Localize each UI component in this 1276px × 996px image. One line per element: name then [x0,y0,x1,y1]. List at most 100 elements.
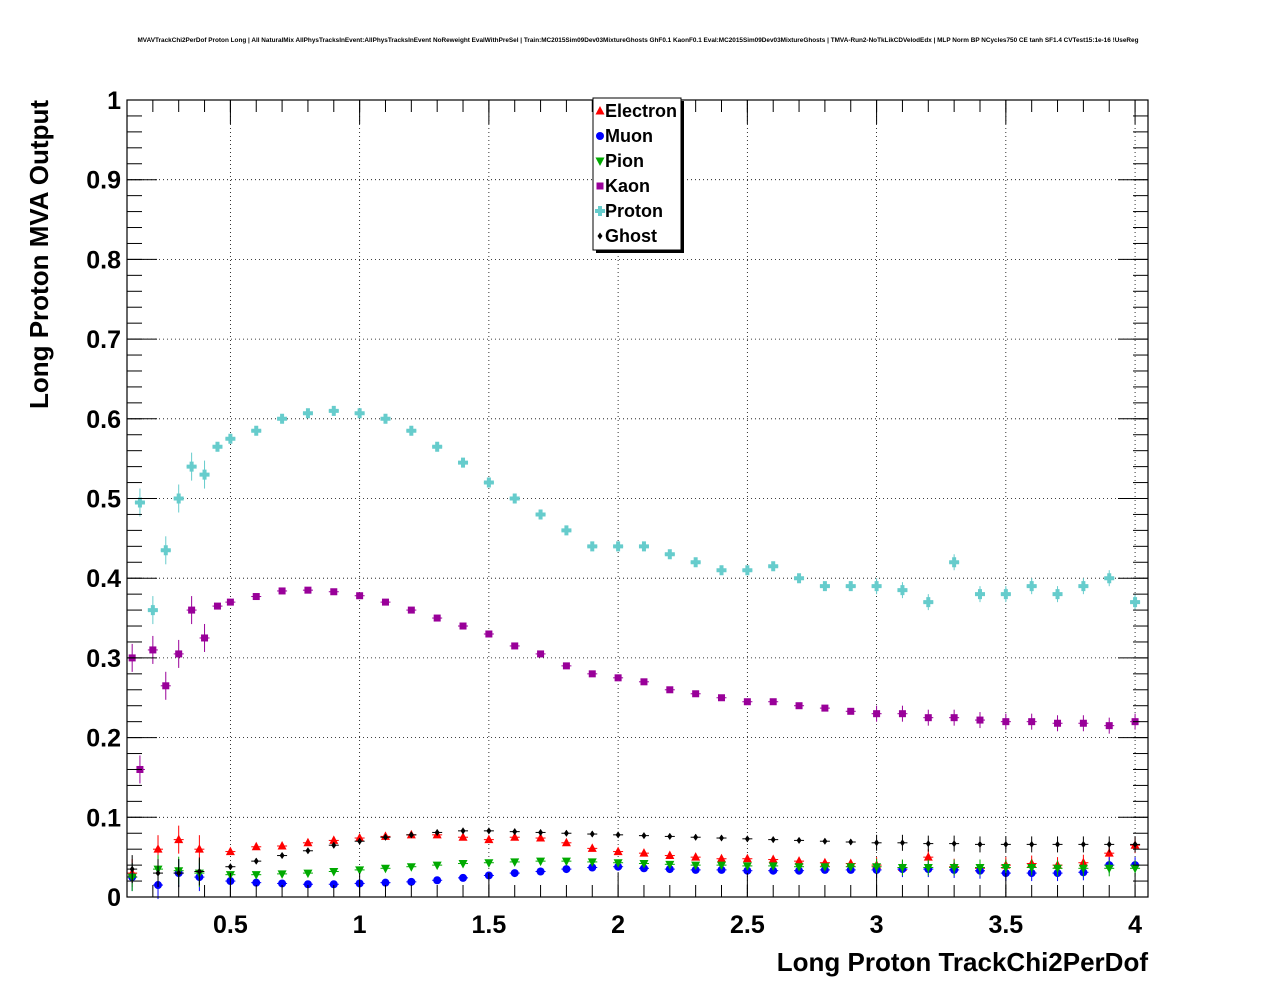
data-point [639,860,649,869]
data-point [1053,864,1063,874]
data-point [665,850,675,860]
data-point [641,832,647,840]
data-point [770,836,776,844]
data-point [175,650,183,658]
data-point [535,509,546,520]
data-point [691,861,701,871]
data-point [974,589,985,600]
series-electron [127,825,1141,888]
data-point [484,834,494,844]
data-point [587,858,597,867]
data-point [976,716,984,724]
data-point [742,565,753,576]
data-point [923,852,933,861]
data-point [1079,719,1087,727]
data-point [588,863,597,872]
legend-label: Kaon [605,176,650,196]
data-point [173,493,184,504]
legend-item-pion: Pion [595,151,644,171]
data-point [717,861,727,871]
data-point [925,840,931,848]
data-point [561,857,571,867]
data-point [253,857,259,865]
data-point [252,878,261,887]
data-point [639,848,649,857]
data-point [458,860,468,869]
data-point [794,573,805,584]
data-point [355,866,365,875]
data-point [561,525,572,536]
legend-marker [596,132,604,140]
data-point [794,856,804,865]
data-point [459,622,467,630]
data-point [277,413,288,424]
data-point [1028,718,1036,726]
legend-item-kaon: Kaon [596,176,650,196]
data-point [640,678,648,686]
data-point [251,425,262,436]
data-point [743,698,751,706]
data-point [331,841,337,849]
data-point [155,869,161,877]
data-point [434,828,440,836]
data-point [188,606,196,614]
data-point [949,864,959,873]
data-point [897,585,908,596]
data-point [1132,840,1138,848]
x-tick-label: 0.5 [213,911,248,939]
data-point [613,846,623,856]
data-point [329,867,339,877]
data-point [848,838,854,846]
data-point [406,863,416,872]
data-point [153,844,163,853]
data-point [923,864,933,873]
data-point [924,714,932,722]
legend-label: Pion [605,151,644,171]
data-point [690,557,701,568]
legend: Electron Muon Pion Kaon Proton Ghost [592,97,684,253]
data-point [1078,581,1089,592]
x-axis-title: Long Proton TrackChi2PerDof [777,947,1149,977]
legend-item-ghost: Ghost [597,226,657,246]
data-point [897,864,907,873]
data-point [460,827,466,835]
data-point [589,830,595,838]
axes: 0.5 1 1.5 2 2.5 3 3.5 4 0 0.1 0.2 0.3 0.4 0.5 0.6 0.7 0.… [86,87,1148,939]
data-point [1104,848,1114,857]
data-point [407,606,415,614]
data-point [458,832,468,841]
series-muon [127,857,1141,900]
x-tick-label: 3 [870,911,884,939]
data-point [846,863,856,872]
data-point [330,588,338,596]
data-point [483,477,494,488]
data-point [1029,840,1035,848]
data-point [302,408,313,419]
legend-box [592,97,682,251]
data-point [433,614,441,622]
y-tick-label: 0.6 [86,406,121,434]
data-point [1001,864,1011,873]
y-tick-label: 0.7 [86,326,121,354]
data-point [277,870,287,879]
data-point [484,859,494,868]
data-point [433,876,442,885]
data-point [716,565,727,576]
y-tick-label: 0.4 [86,565,121,593]
y-tick-label: 0 [107,884,121,912]
data-point [871,581,882,592]
x-tick-label: 1.5 [471,911,506,939]
y-tick-label: 0.1 [86,804,121,832]
data-point [536,867,545,876]
data-point [380,413,391,424]
data-point [196,867,202,875]
data-point [847,707,855,715]
data-point [226,598,234,606]
data-point [667,832,673,840]
data-point [227,863,233,871]
data-point [768,854,778,864]
data-point [845,581,856,592]
data-point [874,839,880,847]
data-point [950,714,958,722]
